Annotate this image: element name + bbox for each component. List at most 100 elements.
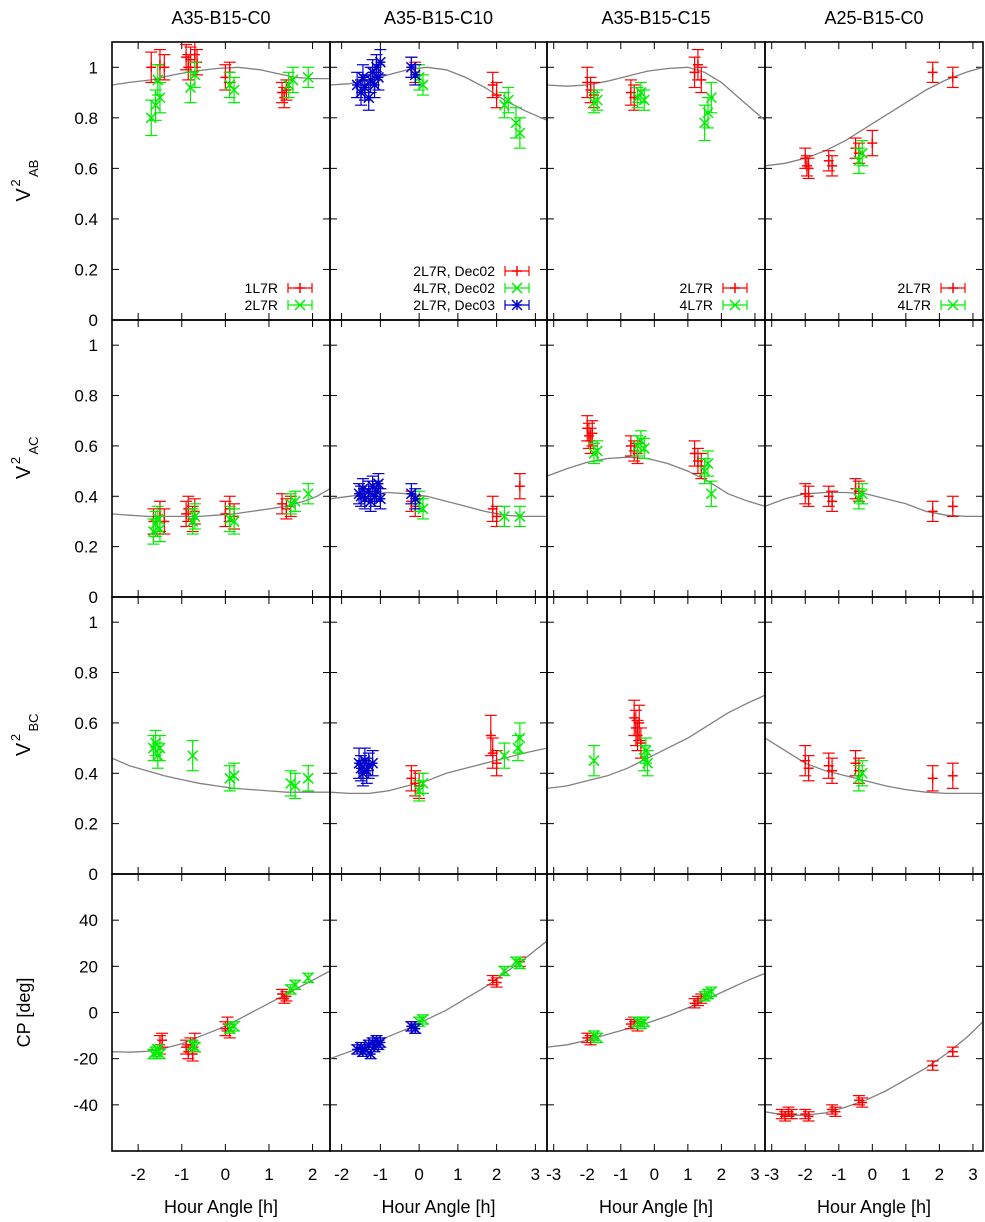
series-blue — [353, 473, 422, 512]
data-point-marker — [150, 99, 162, 111]
x-tick-label: 0 — [868, 1165, 877, 1184]
data-point — [591, 440, 604, 462]
y-tick-label: 0.4 — [74, 487, 98, 506]
series-green — [587, 81, 718, 142]
series-green — [145, 61, 315, 137]
data-point-marker — [591, 1032, 603, 1044]
data-point-marker — [705, 92, 717, 104]
series-green — [587, 430, 718, 507]
y-axis-label-symbol: V — [13, 188, 35, 202]
data-point — [413, 780, 426, 802]
legend-label: 4L7R — [898, 297, 931, 313]
x-axis-label: Hour Angle [h] — [599, 1197, 713, 1217]
data-point — [151, 742, 164, 769]
data-point — [822, 150, 835, 172]
model-curve — [547, 972, 765, 1048]
data-point — [705, 986, 718, 998]
data-point — [641, 750, 654, 777]
data-point — [302, 66, 315, 89]
panel-3-0 — [765, 61, 983, 180]
data-point-marker — [372, 478, 384, 490]
data-point-marker — [228, 1020, 240, 1032]
data-point — [926, 61, 939, 84]
data-point — [417, 74, 429, 96]
x-tick-label: 0 — [650, 1165, 659, 1184]
data-point — [826, 490, 839, 512]
data-point — [591, 1032, 604, 1044]
x-tick-label: 3 — [750, 1165, 759, 1184]
x-tick-label: -2 — [131, 1165, 146, 1184]
data-point-marker — [152, 74, 164, 86]
data-point — [822, 752, 835, 779]
data-point-marker — [189, 510, 201, 522]
data-point-marker — [729, 299, 741, 311]
data-point — [775, 1108, 788, 1120]
data-point-marker — [498, 750, 510, 762]
series-blue — [351, 48, 422, 111]
panel-0-1 — [112, 483, 330, 545]
data-point-marker — [705, 488, 717, 500]
model-curve — [330, 940, 547, 1060]
y-tick-label: -20 — [73, 1050, 98, 1069]
series-green — [413, 64, 526, 149]
legend-label: 2L7R, Dec03 — [413, 297, 495, 313]
data-point — [409, 488, 422, 510]
series-green — [587, 737, 654, 777]
data-point-marker — [405, 1020, 417, 1032]
panel-frame — [329, 873, 548, 1152]
data-point — [946, 66, 959, 89]
x-tick-label: 2 — [935, 1165, 944, 1184]
series-red — [775, 1046, 959, 1122]
data-point — [946, 762, 959, 789]
legend-label: 4L7R, Dec02 — [413, 280, 495, 296]
data-point-marker — [294, 299, 306, 311]
series-green — [587, 986, 718, 1044]
y-tick-label: 0.4 — [74, 764, 98, 783]
data-point-marker — [642, 757, 654, 769]
x-tick-label: -2 — [798, 1165, 813, 1184]
series-blue — [353, 747, 379, 787]
panel-3-1 — [765, 478, 983, 523]
data-point — [802, 157, 815, 180]
data-point — [409, 64, 422, 86]
data-point-marker — [514, 510, 526, 522]
data-point-marker — [224, 513, 236, 525]
data-point-marker — [289, 495, 301, 507]
y-axis-label-subscript: BC — [26, 713, 41, 731]
y-tick-label: 0.8 — [74, 109, 98, 128]
data-point — [695, 66, 708, 94]
x-tick-label: 2 — [308, 1165, 317, 1184]
panel-frame — [764, 41, 984, 321]
data-point — [228, 76, 241, 104]
data-point-marker — [228, 770, 240, 782]
y-tick-label: 0.8 — [74, 387, 98, 406]
data-point-marker — [638, 94, 650, 106]
legend-label: 2L7R — [245, 297, 278, 313]
data-point-marker — [357, 71, 369, 83]
panel-frame — [111, 596, 331, 875]
series-green — [852, 760, 869, 792]
data-point — [638, 437, 651, 460]
series-red — [799, 478, 959, 523]
data-point — [228, 508, 241, 535]
data-point — [484, 714, 497, 757]
data-point-marker — [856, 767, 868, 779]
y-tick-label: 0.6 — [74, 714, 98, 733]
x-tick-label: 2 — [717, 1165, 726, 1184]
column-title: A35-B15-C15 — [601, 8, 710, 28]
data-point-marker — [372, 71, 384, 83]
data-point — [490, 81, 503, 109]
model-curve — [547, 694, 765, 790]
data-point-marker — [417, 777, 429, 789]
data-point-marker — [289, 979, 301, 991]
legend-entry: 4L7R — [898, 297, 966, 313]
data-point-marker — [374, 56, 386, 68]
model-curve — [765, 1021, 983, 1116]
y-axis-label: V 2AB — [8, 160, 41, 202]
series-red — [147, 493, 297, 535]
x-tick-label: 1 — [901, 1165, 910, 1184]
data-point — [582, 422, 595, 450]
series-red — [153, 988, 293, 1062]
data-point-marker — [409, 1023, 421, 1035]
